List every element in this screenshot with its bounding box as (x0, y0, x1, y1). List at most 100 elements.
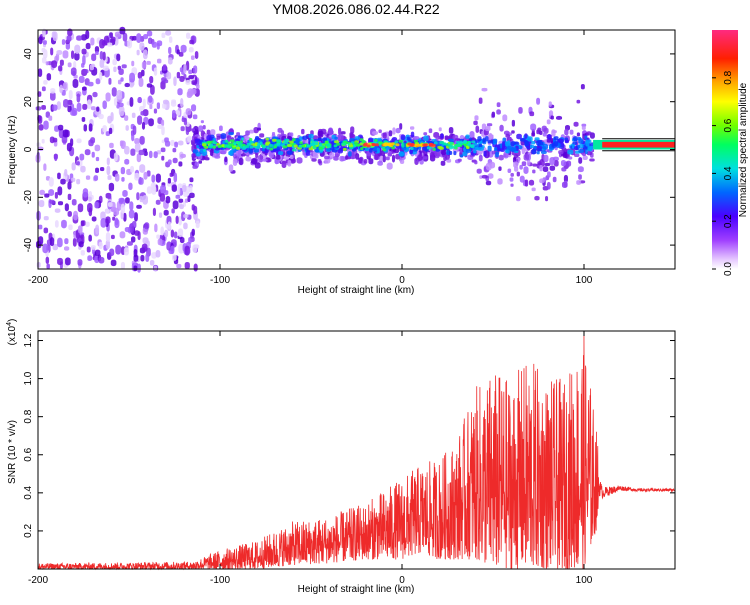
spectrogram-noise-point (124, 158, 130, 165)
spectrogram-noise-point (191, 80, 197, 86)
spectrogram-band-point (395, 127, 401, 134)
spectrogram-noise-point (113, 97, 118, 106)
spectrogram-band-point (539, 164, 543, 172)
spectrogram-noise-point (114, 217, 119, 226)
spectrogram-noise-point (189, 185, 193, 193)
spectrogram-band-point (553, 160, 559, 167)
spectrogram-noise-point (156, 42, 160, 50)
spectrogram-noise-point (156, 150, 162, 155)
spectrogram-band-point (333, 155, 339, 161)
spectrogram-band-point (475, 125, 480, 133)
spectrogram-y-tick-label: -20 (23, 190, 34, 205)
spectrogram-noise-point (145, 253, 150, 262)
spectrogram-band-point (202, 124, 206, 130)
spectrogram-band-point (547, 171, 551, 178)
spectrogram-core-point (553, 136, 559, 141)
spectrogram-hot-point (401, 144, 405, 148)
spectrogram-noise-point (38, 36, 43, 45)
spectrogram-noise-point (130, 236, 136, 243)
spectrogram-noise-point (172, 200, 179, 210)
colorbar-tick-label: 0.4 (723, 166, 734, 180)
spectrogram-core-point (408, 137, 412, 143)
spectrogram-noise-point (71, 177, 76, 182)
spectrogram-noise-point (94, 249, 101, 257)
spectrogram-noise-point (85, 221, 90, 227)
spectrogram-core-point (573, 136, 578, 142)
spectrogram-band-point (317, 158, 322, 164)
spectrogram-band-point (422, 156, 428, 160)
spectrogram-noise-point (134, 143, 141, 153)
spectrogram-noise-point (102, 125, 107, 133)
spectrogram-x-label: Height of straight line (km) (298, 285, 415, 296)
spectrogram-hot-point (265, 142, 270, 146)
spectrogram-noise-point (98, 256, 105, 264)
spectrogram-band-point (498, 166, 502, 171)
spectrogram-band-point (542, 132, 547, 137)
spectrogram-hot-point (203, 148, 207, 152)
spectrogram-noise-point (72, 237, 77, 247)
spectrogram-noise-point (190, 55, 195, 60)
spectrogram-noise-point (110, 259, 117, 267)
spectrogram-noise-point (43, 215, 49, 221)
spectrogram-noise-point (43, 120, 49, 130)
spectrogram-band-point (581, 125, 586, 130)
spectrogram-band-point (296, 157, 303, 164)
spectrogram-noise-point (98, 241, 103, 250)
spectrogram-band-point (539, 178, 545, 184)
spectrogram-band-point (564, 128, 569, 136)
spectrogram-core-point (511, 147, 517, 152)
spectrogram-band-point (509, 177, 514, 182)
spectrogram-noise-point (57, 172, 61, 180)
spectrogram-noise-point (42, 28, 46, 38)
spectrogram-noise-point (87, 202, 93, 213)
spectrogram-noise-point (164, 229, 169, 238)
spectrogram-noise-point (99, 71, 103, 81)
spectrogram-noise-point (113, 66, 117, 73)
spectrogram-noise-point (111, 36, 116, 43)
spectrogram-hot-point (361, 140, 366, 144)
spectrogram-band-point (528, 179, 535, 186)
spectrogram-noise-point (48, 189, 55, 196)
spectrogram-noise-point (188, 47, 194, 53)
spectrogram-noise-point (167, 177, 171, 184)
spectrogram-noise-point (191, 104, 197, 112)
spectrogram-noise-point (38, 224, 43, 230)
spectrogram-noise-point (98, 113, 104, 120)
spectrogram-noise-point (96, 106, 100, 112)
spectrogram-core-point (376, 147, 380, 154)
spectrogram-noise-point (62, 82, 67, 90)
spectrogram-band-point (374, 152, 379, 160)
spectrogram-hot-point (293, 144, 298, 148)
spectrogram-hot-point (276, 142, 281, 146)
spectrogram-noise-point (122, 190, 128, 197)
spectrogram-band-point (275, 155, 281, 160)
spectrogram-noise-point (176, 49, 180, 55)
spectrogram-hot-point (249, 140, 254, 144)
spectrogram-noise-point (118, 197, 125, 203)
spectrogram-noise-point (56, 101, 61, 110)
spectrogram-core-point (536, 151, 540, 155)
spectrogram-noise-point (87, 81, 94, 87)
spectrogram-noise-point (185, 127, 190, 136)
spectrogram-noise-point (129, 222, 134, 233)
spectrogram-noise-point (172, 147, 177, 153)
spectrogram-noise-point (170, 100, 177, 107)
spectrogram-noise-point (124, 115, 129, 121)
colorbar: 0.0 0.2 0.4 0.6 0.8 Normalized spectral ampl… (712, 30, 749, 276)
spectrogram-noise-point (141, 243, 148, 252)
spectrogram-noise-point (100, 211, 106, 221)
spectrogram-band-point (232, 158, 238, 166)
spectrogram-band-point (191, 153, 196, 158)
spectrogram-noise-point (178, 161, 183, 167)
spectrogram-band-point (518, 107, 523, 114)
spectrogram-noise-point (108, 182, 115, 192)
spectrogram-noise-point (118, 102, 124, 108)
spectrogram-noise-point (77, 259, 83, 266)
spectrogram-band-point (481, 87, 488, 92)
spectrogram-noise-point (78, 75, 85, 84)
spectrogram-band-point (532, 163, 538, 167)
spectrogram-hot-point (310, 138, 314, 142)
spectrogram-noise-point (179, 204, 184, 210)
spectrogram-band-point (191, 128, 196, 132)
